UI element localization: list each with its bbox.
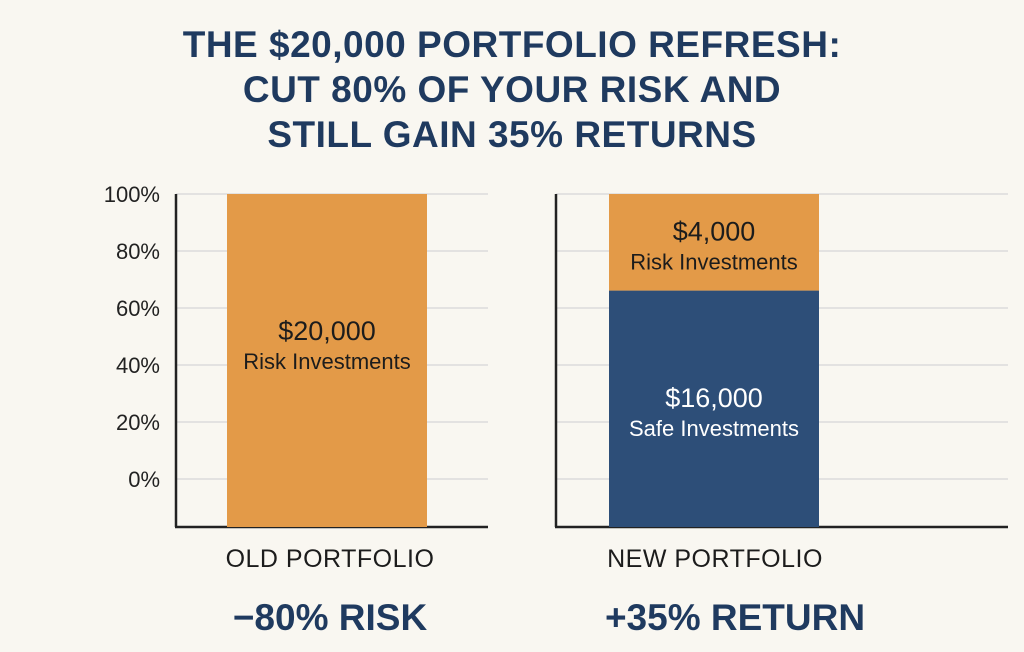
segment-value-label: $16,000 xyxy=(665,383,763,413)
bar-segment-risk-investments xyxy=(227,194,427,527)
title-line-3: STILL GAIN 35% RETURNS xyxy=(267,114,757,155)
segment-value-label: $4,000 xyxy=(673,216,756,246)
y-tick-label: 60% xyxy=(116,296,160,321)
segment-name-label: Safe Investments xyxy=(629,416,799,441)
x-category-label: NEW PORTFOLIO xyxy=(607,545,823,573)
change-label: +35% RETURN xyxy=(605,597,865,638)
y-tick-label: 80% xyxy=(116,239,160,264)
segment-name-label: Risk Investments xyxy=(243,349,411,374)
y-tick-label: 20% xyxy=(116,410,160,435)
change-label: −80% RISK xyxy=(233,597,428,638)
y-tick-label: 100% xyxy=(104,182,160,207)
bar-segment-risk-investments xyxy=(609,194,819,291)
y-tick-label: 40% xyxy=(116,353,160,378)
y-tick-label: 0% xyxy=(128,467,160,492)
segment-name-label: Risk Investments xyxy=(630,249,798,274)
segment-value-label: $20,000 xyxy=(278,316,376,346)
x-category-label: OLD PORTFOLIO xyxy=(226,545,435,573)
title-line-1: THE $20,000 PORTFOLIO REFRESH: xyxy=(182,24,842,65)
chart-title: THE $20,000 PORTFOLIO REFRESH: CUT 80% O… xyxy=(0,22,1024,157)
title-line-2: CUT 80% OF YOUR RISK AND xyxy=(242,69,782,110)
bar-segment-safe-investments xyxy=(609,290,819,527)
